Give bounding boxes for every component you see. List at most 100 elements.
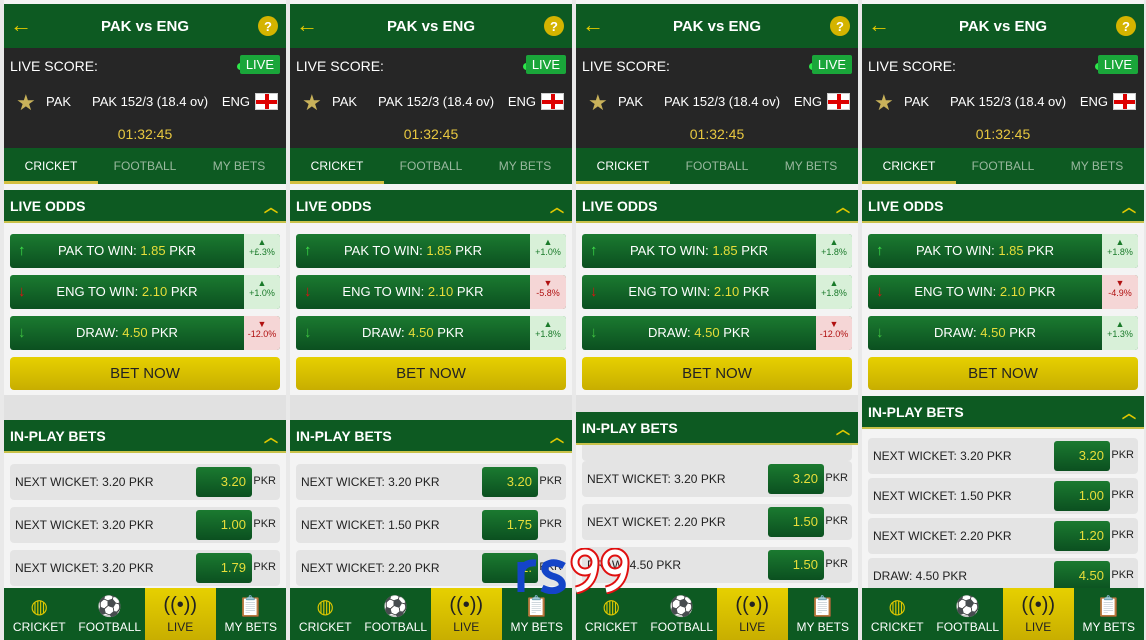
nav-my-bets[interactable]: 📋 MY BETS — [788, 588, 859, 640]
odds-row[interactable]: ↓ DRAW: 4.50 PKR ▼ -12.0% — [10, 316, 280, 350]
nav-cricket[interactable]: ◍ CRICKET — [862, 588, 933, 640]
in-play-bet-row[interactable]: NEXT WICKET: 2.20 PKR 1. PKR — [296, 550, 566, 586]
chevron-up-icon[interactable]: ︿ — [550, 199, 564, 215]
chevron-up-icon[interactable]: ︿ — [1122, 405, 1136, 421]
nav-my-bets[interactable]: 📋 MY BETS — [502, 588, 573, 640]
live-odds-header[interactable]: LIVE ODDS ︿ — [576, 190, 858, 223]
tab-my-bets[interactable]: MY BETS — [784, 159, 838, 173]
nav-cricket[interactable]: ◍ CRICKET — [290, 588, 361, 640]
in-play-bets-header[interactable]: IN-PLAY BETS ︿ — [576, 412, 858, 445]
triangle-up-icon: ▲ — [1115, 237, 1125, 247]
nav-football[interactable]: ⚽ FOOTBALL — [647, 588, 718, 640]
in-play-bet-row[interactable]: NEXT WICKET: 2.20 PKR 1.50 PKR — [582, 504, 852, 540]
arrow-left-icon[interactable]: ← — [296, 12, 318, 37]
bet-odds-button[interactable]: 3.20 — [482, 467, 538, 497]
help-icon[interactable]: ? — [830, 16, 850, 36]
in-play-bets-header[interactable]: IN-PLAY BETS ︿ — [862, 396, 1144, 429]
nav-label: LIVE — [1025, 620, 1052, 634]
nav-live[interactable]: ((•)) LIVE — [431, 588, 502, 640]
england-flag-icon — [541, 93, 564, 110]
chevron-up-icon[interactable]: ︿ — [836, 421, 850, 437]
odds-row[interactable]: ↑ PAK TO WIN: 1.85 PKR ▲ +1.8% — [868, 234, 1138, 268]
bet-odds-button[interactable]: 1.75 — [482, 510, 538, 540]
odds-row[interactable]: ↓ ENG TO WIN: 2.10 PKR ▲ +1.8% — [582, 275, 852, 309]
odds-row[interactable]: ↑ PAK TO WIN: 1.85 PKR ▲ +1.8% — [582, 234, 852, 268]
chevron-up-icon[interactable]: ︿ — [1122, 199, 1136, 215]
bet-odds-button[interactable]: 4.50 — [1054, 561, 1110, 591]
odds-row[interactable]: ↓ ENG TO WIN: 2.10 PKR ▼ -5.8% — [296, 275, 566, 309]
in-play-bets-header[interactable]: IN-PLAY BETS ︿ — [290, 420, 572, 453]
arrow-left-icon[interactable]: ← — [10, 12, 32, 37]
in-play-bet-row[interactable]: NEXT WICKET: 3.20 PKR 3.20 PKR — [296, 464, 566, 500]
bet-odds-button[interactable]: 1.50 — [768, 550, 824, 580]
nav-football[interactable]: ⚽ FOOTBALL — [75, 588, 146, 640]
bet-odds-button[interactable]: 1.50 — [768, 507, 824, 537]
in-play-bet-row[interactable]: NEXT WICKET: 1.50 PKR 1.75 PKR — [296, 507, 566, 543]
in-play-bet-row[interactable]: NEXT WICKET: 3.20 PKR 3.20 PKR — [582, 461, 852, 497]
bet-odds-button[interactable]: 3.20 — [1054, 441, 1110, 471]
bet-label: NEXT WICKET: 3.20 PKR — [873, 449, 1012, 463]
in-play-bet-row[interactable]: NEXT WICKET: 3.20 PKR 1.79 PKR — [10, 550, 280, 586]
tab-football[interactable]: FOOTBALL — [685, 159, 749, 173]
tab-my-bets[interactable]: MY BETS — [498, 159, 552, 173]
football-icon: ⚽ — [97, 596, 123, 618]
live-odds-header[interactable]: LIVE ODDS ︿ — [290, 190, 572, 223]
chevron-up-icon[interactable]: ︿ — [264, 199, 278, 215]
in-play-bets-header[interactable]: IN-PLAY BETS ︿ — [4, 420, 286, 453]
odds-row[interactable]: ↓ DRAW: 4.50 PKR ▼ -12.0% — [582, 316, 852, 350]
chevron-up-icon[interactable]: ︿ — [264, 429, 278, 445]
bet-now-button[interactable]: BET NOW — [296, 357, 566, 390]
bet-odds-button[interactable]: 1.79 — [196, 553, 252, 583]
nav-cricket[interactable]: ◍ CRICKET — [4, 588, 75, 640]
tab-football[interactable]: FOOTBALL — [971, 159, 1035, 173]
bet-odds-button[interactable]: 1.00 — [196, 510, 252, 540]
bet-odds-button[interactable]: 1.00 — [1054, 481, 1110, 511]
odds-row[interactable]: ↓ ENG TO WIN: 2.10 PKR ▲ +1.0% — [10, 275, 280, 309]
in-play-bet-row[interactable]: DRAW: 4.50 PKR 1.50 PKR — [582, 547, 852, 583]
tab-football[interactable]: FOOTBALL — [399, 159, 463, 173]
bet-now-button[interactable]: BET NOW — [868, 357, 1138, 390]
tab-football[interactable]: FOOTBALL — [113, 159, 177, 173]
odds-row[interactable]: ↑ PAK TO WIN: 1.85 PKR ▲ +1.0% — [296, 234, 566, 268]
odds-row[interactable]: ↓ DRAW: 4.50 PKR ▲ +1.8% — [296, 316, 566, 350]
nav-my-bets[interactable]: 📋 MY BETS — [216, 588, 287, 640]
live-score-label: LIVE SCORE: — [296, 58, 384, 74]
nav-live[interactable]: ((•)) LIVE — [145, 588, 216, 640]
live-badge: LIVE — [525, 55, 566, 74]
tab-my-bets[interactable]: MY BETS — [1070, 159, 1124, 173]
arrow-left-icon[interactable]: ← — [582, 12, 604, 37]
bet-now-button[interactable]: BET NOW — [10, 357, 280, 390]
in-play-bet-row[interactable]: NEXT WICKET: 3.20 PKR 3.20 PKR — [10, 464, 280, 500]
chevron-up-icon[interactable]: ︿ — [550, 429, 564, 445]
nav-live[interactable]: ((•)) LIVE — [1003, 588, 1074, 640]
in-play-bet-row[interactable]: NEXT WICKET: 1.50 PKR 1.00 PKR — [868, 478, 1138, 514]
nav-football[interactable]: ⚽ FOOTBALL — [361, 588, 432, 640]
bet-odds-button[interactable]: 1.20 — [1054, 521, 1110, 551]
nav-football[interactable]: ⚽ FOOTBALL — [933, 588, 1004, 640]
bet-now-button[interactable]: BET NOW — [582, 357, 852, 390]
live-odds-header[interactable]: LIVE ODDS ︿ — [862, 190, 1144, 223]
tab-cricket[interactable]: CRICKET — [576, 148, 670, 184]
chevron-up-icon[interactable]: ︿ — [836, 199, 850, 215]
arrow-left-icon[interactable]: ← — [868, 12, 890, 37]
odds-row[interactable]: ↓ DRAW: 4.50 PKR ▲ +1.3% — [868, 316, 1138, 350]
in-play-bet-row[interactable]: NEXT WICKET: 3.20 PKR 1.00 PKR — [10, 507, 280, 543]
help-icon[interactable]: ? — [544, 16, 564, 36]
nav-cricket[interactable]: ◍ CRICKET — [576, 588, 647, 640]
help-icon[interactable]: ? — [1116, 16, 1136, 36]
help-icon[interactable]: ? — [258, 16, 278, 36]
bet-odds-button[interactable]: 3.20 — [196, 467, 252, 497]
tab-cricket[interactable]: CRICKET — [4, 148, 98, 184]
tab-cricket[interactable]: CRICKET — [290, 148, 384, 184]
nav-my-bets[interactable]: 📋 MY BETS — [1074, 588, 1145, 640]
bet-odds-button[interactable]: 1. — [482, 553, 538, 583]
tab-my-bets[interactable]: MY BETS — [212, 159, 266, 173]
nav-live[interactable]: ((•)) LIVE — [717, 588, 788, 640]
odds-row[interactable]: ↑ PAK TO WIN: 1.85 PKR ▲ +£.3% — [10, 234, 280, 268]
in-play-bet-row[interactable]: NEXT WICKET: 2.20 PKR 1.20 PKR — [868, 518, 1138, 554]
live-odds-header[interactable]: LIVE ODDS ︿ — [4, 190, 286, 223]
bet-odds-button[interactable]: 3.20 — [768, 464, 824, 494]
in-play-bet-row[interactable]: NEXT WICKET: 3.20 PKR 3.20 PKR — [868, 438, 1138, 474]
tab-cricket[interactable]: CRICKET — [862, 148, 956, 184]
odds-row[interactable]: ↓ ENG TO WIN: 2.10 PKR ▼ -4.9% — [868, 275, 1138, 309]
